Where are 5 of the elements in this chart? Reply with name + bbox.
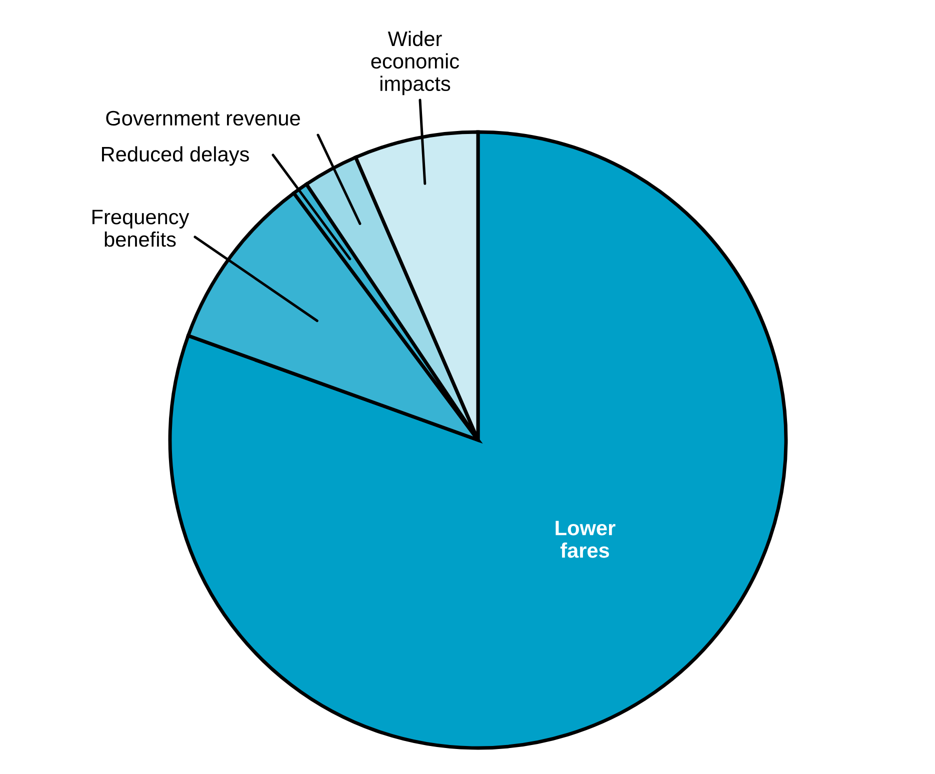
slice-label: Government revenue [106, 110, 300, 126]
slice-label: Lower fares [556, 520, 616, 558]
slice-label: Reduced delays [102, 146, 249, 166]
slice-label: Frequency benefits [92, 210, 190, 247]
slice-label: Wider economic impacts [371, 30, 460, 96]
